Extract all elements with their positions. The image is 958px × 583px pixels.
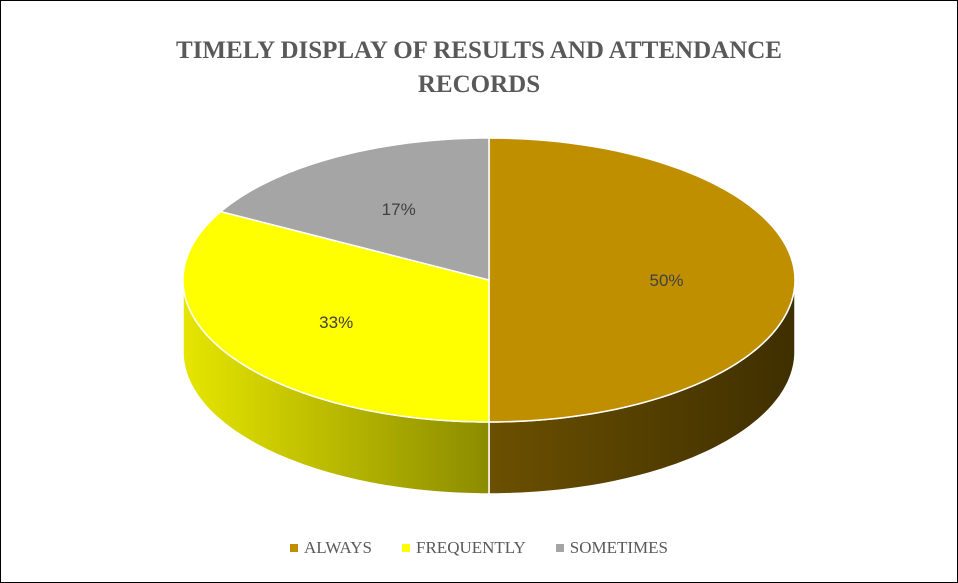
- legend-item-always: ALWAYS: [290, 538, 372, 558]
- chart-title-line-2: RECORDS: [417, 71, 541, 98]
- pie-tops: [182, 137, 796, 423]
- legend-label-sometimes: SOMETIMES: [569, 538, 668, 557]
- chart-title: TIMELY DISPLAY OF RESULTS AND ATTENDANCE…: [0, 34, 958, 102]
- pie-slice-always: [488, 137, 796, 423]
- pie-slice-sometimes: [219, 137, 490, 281]
- legend-swatch-sometimes: [555, 544, 564, 552]
- chart-title-line-1: TIMELY DISPLAY OF RESULTS AND ATTENDANCE: [176, 37, 782, 64]
- pie-slice-frequently: [182, 210, 490, 423]
- legend-item-sometimes: SOMETIMES: [555, 538, 668, 558]
- legend-swatch-frequently: [402, 544, 411, 552]
- data-label-always: 50%: [649, 271, 683, 290]
- legend-swatch-always: [290, 544, 298, 552]
- data-label-frequently: 33%: [319, 313, 353, 332]
- pie-labels: 50% 33% 17%: [319, 200, 683, 332]
- legend-item-frequently: FREQUENTLY: [402, 538, 526, 558]
- legend-label-always: ALWAYS: [304, 538, 373, 557]
- data-label-sometimes: 17%: [382, 200, 416, 219]
- legend-label-frequently: FREQUENTLY: [416, 538, 526, 557]
- legend: ALWAYS FREQUENTLY SOMETIMES: [0, 538, 958, 558]
